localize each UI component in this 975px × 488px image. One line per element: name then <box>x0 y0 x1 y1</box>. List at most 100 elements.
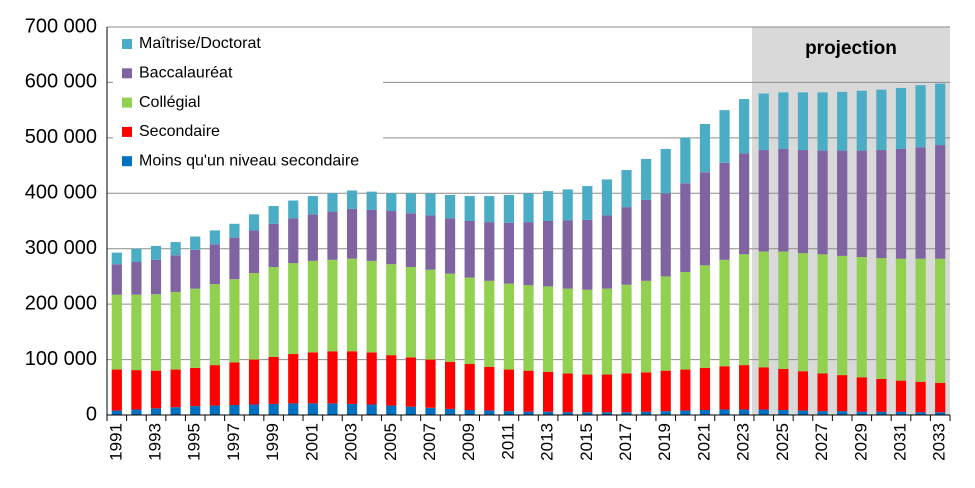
y-tick-label: 200 000 <box>25 292 97 314</box>
bar-segment <box>170 242 181 256</box>
bar-segment <box>307 214 318 261</box>
bar-segment <box>111 264 122 295</box>
bar-segment <box>582 289 593 375</box>
bar-segment <box>503 222 514 284</box>
bar-segment <box>935 382 946 413</box>
bar-segment <box>346 258 358 352</box>
bar-segment <box>621 207 632 285</box>
bar-segment <box>562 220 573 289</box>
bar-segment <box>209 365 220 406</box>
bar-segment <box>307 352 318 404</box>
bar-segment <box>915 147 926 259</box>
bar-segment <box>111 410 122 415</box>
bar-segment <box>739 365 750 410</box>
bar-segment <box>209 284 220 366</box>
bar-segment <box>660 193 671 277</box>
bar-segment <box>190 367 201 407</box>
bar-segment <box>680 137 691 184</box>
bar-segment <box>778 92 789 149</box>
bar-segment <box>229 237 240 280</box>
bar-segment <box>366 209 377 261</box>
bar-segment <box>935 83 946 146</box>
bar-segment <box>170 369 181 408</box>
bar-segment <box>582 412 593 415</box>
bar-segment <box>915 258 926 382</box>
bar-segment <box>817 150 828 255</box>
bar-segment <box>170 407 181 415</box>
bar-segment <box>268 356 279 404</box>
bar-segment <box>425 407 436 415</box>
bar-segment <box>346 403 358 415</box>
bar-segment <box>601 179 613 216</box>
bar-segment <box>543 411 554 415</box>
x-tick-label: 2029 <box>851 423 870 461</box>
bar-segment <box>425 269 436 360</box>
bar-segment <box>582 219 593 290</box>
bar-segment <box>680 271 691 370</box>
bar-segment <box>386 211 397 265</box>
bar-segment <box>601 374 613 413</box>
x-tick-label: 2027 <box>812 423 831 461</box>
legend-label: Moins qu'un niveau secondaire <box>139 152 359 169</box>
bar-segment <box>601 288 613 375</box>
bar-segment <box>405 213 416 268</box>
bar-segment <box>425 359 436 408</box>
bar-segment <box>523 193 534 223</box>
legend-swatch <box>122 97 132 108</box>
bar-segment <box>248 359 260 405</box>
bar-segment <box>327 351 338 404</box>
y-tick-label: 600 000 <box>25 71 97 93</box>
bar-segment <box>758 251 769 368</box>
bar-segment <box>248 214 260 231</box>
bar-segment <box>680 410 691 415</box>
bar-segment <box>190 406 201 415</box>
bar-segment <box>150 245 162 260</box>
bar-segment <box>621 284 632 374</box>
bar-segment <box>856 90 867 151</box>
bar-segment <box>229 279 240 363</box>
bar-segment <box>856 377 867 412</box>
bar-segment <box>778 368 789 411</box>
bar-segment <box>601 215 613 289</box>
bar-segment <box>699 265 711 368</box>
bar-segment <box>876 411 887 415</box>
bar-segment <box>484 280 495 367</box>
bar-segment <box>641 158 652 200</box>
bar-segment <box>131 409 142 415</box>
bar-segment <box>778 410 789 415</box>
bar-segment <box>444 273 456 362</box>
bar-segment <box>895 87 907 149</box>
bar-segment <box>856 150 867 258</box>
bar-segment <box>131 262 142 295</box>
bar-segment <box>131 248 142 263</box>
bar-segment <box>817 411 828 415</box>
bar-segment <box>307 403 318 415</box>
bar-segment <box>327 403 338 415</box>
bar-segment <box>719 110 730 163</box>
bar-segment <box>327 211 338 260</box>
bar-segment <box>288 403 299 415</box>
bar-segment <box>405 193 416 214</box>
bar-segment <box>935 258 946 383</box>
bar-segment <box>268 223 279 268</box>
x-tick-label: 2015 <box>577 423 596 461</box>
bar-segment <box>464 196 475 221</box>
bar-segment <box>935 412 946 415</box>
bar-segment <box>503 411 514 415</box>
bar-segment <box>288 354 299 404</box>
bar-segment <box>523 411 534 415</box>
bar-segment <box>915 381 926 413</box>
x-tick-label: 2005 <box>381 423 400 461</box>
bar-segment <box>229 405 240 415</box>
bar-segment <box>366 260 377 353</box>
bar-segment <box>856 411 867 415</box>
bar-segment <box>699 367 711 411</box>
bar-segment <box>346 208 358 259</box>
x-tick-label: 2013 <box>538 423 557 461</box>
y-tick-label: 100 000 <box>25 348 97 370</box>
bar-segment <box>288 218 299 264</box>
bar-segment <box>131 294 142 371</box>
x-tick-label: 1995 <box>185 423 204 461</box>
projection-label: projection <box>805 38 897 59</box>
bar-segment <box>621 170 632 208</box>
